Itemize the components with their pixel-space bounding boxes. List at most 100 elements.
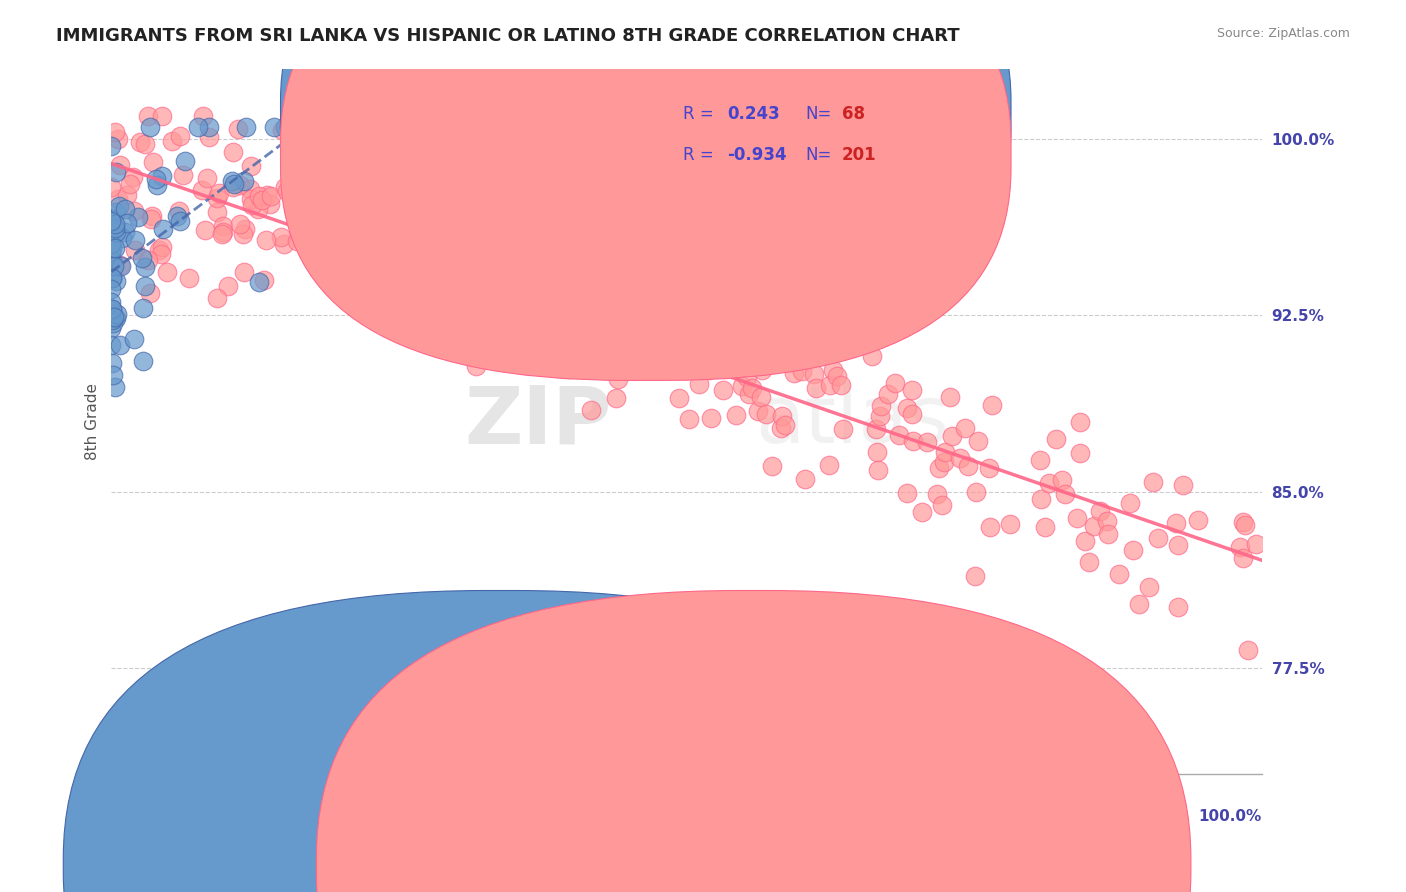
Point [1028, 453, 1050, 467]
Point [965, 484, 987, 499]
Point [979, 520, 1001, 534]
Point [212, 225, 235, 239]
Point [1147, 531, 1170, 545]
Point [607, 372, 630, 386]
Text: 68: 68 [842, 105, 865, 123]
Point [1187, 513, 1209, 527]
Text: -0.934: -0.934 [727, 145, 786, 163]
Point [228, 217, 250, 231]
Point [100, 180, 122, 194]
Text: 201: 201 [842, 145, 876, 163]
Text: ZIP: ZIP [464, 383, 612, 460]
Point [605, 391, 627, 405]
Point [934, 445, 956, 459]
Point [1128, 597, 1150, 611]
Point [932, 455, 955, 469]
Point [862, 349, 884, 363]
Point [198, 130, 221, 145]
Point [363, 244, 385, 259]
Point [825, 368, 848, 383]
Point [588, 282, 610, 296]
Point [1088, 504, 1111, 518]
Point [105, 205, 128, 219]
Point [783, 366, 806, 380]
Point [439, 264, 461, 278]
Text: N=: N= [806, 145, 831, 163]
Point [711, 322, 734, 336]
Point [191, 109, 214, 123]
Point [233, 265, 256, 279]
Point [1234, 517, 1257, 532]
Point [396, 315, 419, 329]
Point [388, 237, 411, 252]
Point [108, 198, 131, 212]
Point [339, 239, 361, 253]
Point [1066, 511, 1088, 525]
Point [100, 338, 122, 352]
Point [235, 120, 257, 135]
Point [441, 290, 464, 304]
Point [467, 315, 489, 329]
Point [551, 199, 574, 213]
Point [495, 292, 517, 306]
Point [465, 252, 488, 267]
Point [747, 403, 769, 417]
Point [337, 145, 360, 160]
Point [711, 383, 734, 397]
Point [100, 214, 122, 228]
Point [104, 380, 127, 394]
Point [256, 188, 278, 202]
Point [148, 244, 170, 258]
Point [868, 463, 890, 477]
Point [332, 243, 354, 257]
Point [274, 180, 297, 194]
Point [560, 355, 582, 369]
Point [949, 451, 972, 466]
Point [495, 281, 517, 295]
Point [104, 217, 127, 231]
Point [1142, 475, 1164, 490]
Point [100, 294, 122, 309]
Point [794, 472, 817, 486]
Point [160, 134, 183, 148]
Point [896, 485, 918, 500]
Point [775, 418, 797, 433]
Point [1038, 475, 1060, 490]
Point [273, 236, 295, 251]
Point [330, 120, 353, 135]
Point [104, 241, 127, 255]
Point [1232, 551, 1254, 566]
Point [124, 243, 146, 257]
Point [889, 428, 911, 442]
Point [977, 461, 1000, 475]
Point [101, 271, 124, 285]
Point [259, 189, 281, 203]
Point [278, 134, 301, 148]
Point [931, 498, 953, 512]
Text: R =: R = [683, 145, 718, 163]
Point [911, 505, 934, 519]
Point [884, 376, 907, 390]
Point [619, 313, 641, 327]
Point [103, 125, 125, 139]
Point [145, 172, 167, 186]
Point [138, 109, 160, 123]
Point [150, 109, 173, 123]
Point [105, 165, 128, 179]
Point [115, 187, 138, 202]
Point [591, 285, 613, 300]
Point [263, 120, 285, 135]
Text: N=: N= [806, 105, 831, 123]
Point [605, 319, 627, 334]
Point [998, 516, 1021, 531]
Point [377, 230, 399, 244]
Point [142, 154, 165, 169]
Point [1033, 520, 1056, 534]
Point [111, 231, 134, 245]
Point [579, 403, 602, 417]
Point [139, 212, 162, 227]
Point [247, 275, 270, 289]
Point [668, 391, 690, 405]
Point [761, 458, 783, 473]
Point [217, 279, 239, 293]
